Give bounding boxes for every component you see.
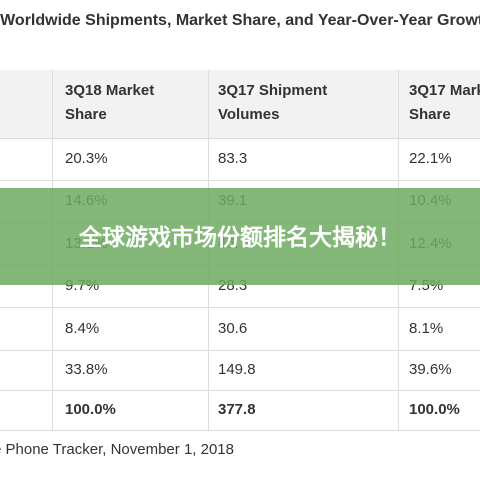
table-title: IDC Top 5 Smartphone Companies, Worldwid…	[0, 12, 480, 29]
banner: 全球游戏市场份额排名大揭秘！	[0, 188, 480, 285]
row-line	[0, 390, 480, 391]
source: Source: IDC Quarterly Mobile Phone Track…	[0, 441, 234, 458]
row-line	[0, 180, 480, 181]
row-line	[0, 350, 480, 351]
cell: 22.1%	[409, 150, 452, 167]
cell: 8.1%	[409, 319, 444, 337]
cell: 83.3	[218, 150, 248, 167]
header-row	[0, 70, 480, 138]
cell: 39.6%	[409, 361, 452, 378]
cell: 377.8	[218, 401, 256, 418]
header-cell: 3Q17 Shipment Volumes	[218, 82, 328, 123]
banner-text: 全球游戏市场份额排名大揭秘！	[79, 223, 401, 250]
cell: 149.8	[218, 361, 256, 378]
row-line	[0, 307, 480, 308]
header-cell: 3Q18 Market Share	[65, 82, 155, 123]
cell: 100.0%	[409, 401, 460, 418]
cell: 30.6	[218, 319, 248, 337]
row-line	[0, 138, 480, 139]
cell: 33.8%	[65, 361, 108, 378]
header-cell: 3Q17 Market Share	[409, 82, 480, 123]
cell: 20.3%	[65, 150, 108, 167]
cell: 8.4%	[65, 319, 100, 337]
row-line	[0, 430, 480, 431]
cell: 100.0%	[65, 401, 116, 418]
